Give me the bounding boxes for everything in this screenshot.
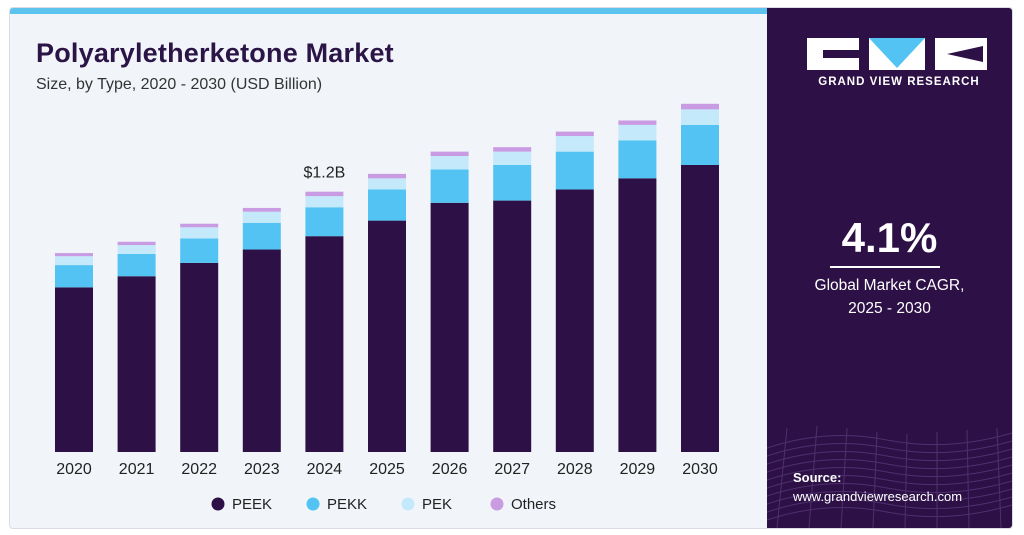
chart-panel: Polyaryletherketone Market Size, by Type… [10, 14, 767, 528]
cagr-divider [830, 266, 940, 268]
legend-marker-pek [401, 497, 415, 511]
cagr-value: 4.1% [841, 214, 938, 261]
bar-others-2025 [368, 173, 406, 179]
x-tick-label-2029: 2029 [620, 461, 656, 478]
source-link[interactable]: www.grandviewresearch.com [793, 489, 963, 504]
x-tick-label-2028: 2028 [557, 461, 593, 478]
x-tick-label-2022: 2022 [181, 461, 217, 478]
bar-pek-2021 [117, 245, 156, 254]
legend-label-peek: PEEK [232, 496, 272, 513]
bar-peek-2029 [618, 178, 657, 452]
bar-pekk-2030 [681, 124, 719, 165]
accent-bar [10, 8, 767, 14]
bar-pek-2028 [555, 136, 594, 152]
cagr-label-line2: 2025 - 2030 [848, 300, 931, 317]
cagr-label: Global Market CAGR, 2025 - 2030 [767, 274, 1012, 320]
bar-others-2030 [681, 103, 719, 110]
x-tick-label-2020: 2020 [56, 461, 92, 478]
bar-others-2023 [242, 207, 281, 212]
legend-label-pekk: PEKK [327, 496, 367, 513]
bar-peek-2030 [681, 164, 719, 452]
bar-peek-2020 [55, 287, 93, 452]
bar-peek-2022 [180, 262, 219, 452]
chart-plot: 2020 2021 2022 2023 2024 $1.2B 2025 2026 2027 202… [55, 103, 719, 513]
bar-pekk-2023 [242, 222, 281, 250]
legend-marker-others [490, 497, 504, 511]
chart-card: Polyaryletherketone Market Size, by Type… [9, 7, 1013, 529]
source-title: Source: [793, 470, 842, 485]
bar-pek-2027 [493, 151, 532, 165]
cagr-label-line1: Global Market CAGR, [814, 277, 965, 294]
x-tick-label-2024: 2024 [307, 461, 343, 478]
legend-marker-pekk [306, 497, 320, 511]
bar-peek-2028 [555, 189, 594, 452]
legend-marker-peek [211, 497, 225, 511]
bar-pekk-2026 [430, 169, 469, 203]
brand-logo [807, 38, 987, 70]
bar-others-2022 [180, 223, 219, 228]
bar-others-2020 [55, 253, 93, 257]
x-tick-label-2030: 2030 [682, 461, 718, 478]
decorative-wave [767, 425, 1012, 528]
data-label-2024: $1.2B [303, 165, 345, 182]
bar-peek-2025 [368, 220, 406, 452]
legend-label-pek: PEK [422, 496, 452, 513]
bar-pek-2023 [242, 211, 281, 223]
logo-g-icon [807, 38, 859, 70]
bar-pek-2029 [618, 124, 657, 141]
bar-pekk-2029 [618, 140, 657, 179]
legend-label-others: Others [511, 496, 556, 513]
bar-peek-2024 [305, 236, 344, 452]
source-block: Source: www.grandviewresearch.com [793, 468, 962, 506]
bar-pek-2030 [681, 109, 719, 125]
bar-others-2028 [555, 131, 594, 137]
bar-pek-2025 [368, 178, 406, 190]
chart-title: Polyaryletherketone Market [36, 38, 394, 68]
bar-others-2024 [305, 191, 344, 197]
bar-pekk-2028 [555, 151, 594, 190]
bar-pek-2024 [305, 196, 344, 208]
bar-pek-2026 [430, 156, 469, 170]
x-tick-label-2026: 2026 [432, 461, 468, 478]
bar-others-2027 [493, 147, 532, 152]
bar-peek-2021 [117, 276, 156, 452]
bar-peek-2023 [242, 249, 281, 452]
bar-others-2029 [618, 120, 657, 125]
bar-peek-2026 [430, 202, 469, 452]
logo-v-icon [869, 38, 925, 70]
sidebar: GRAND VIEW RESEARCH 4.1% Global Market C… [767, 8, 1012, 528]
chart-subtitle: Size, by Type, 2020 - 2030 (USD Billion) [36, 76, 323, 93]
bar-pekk-2024 [305, 207, 344, 237]
bar-peek-2027 [493, 200, 532, 452]
x-tick-label-2025: 2025 [369, 461, 405, 478]
x-tick-label-2023: 2023 [244, 461, 280, 478]
x-tick-label-2021: 2021 [119, 461, 155, 478]
bar-pekk-2025 [368, 189, 406, 221]
bar-pekk-2027 [493, 164, 532, 201]
brand-name: GRAND VIEW RESEARCH [818, 76, 980, 88]
bar-pekk-2020 [55, 265, 93, 288]
bar-pek-2020 [55, 256, 93, 266]
bar-pek-2022 [180, 227, 219, 239]
bar-pekk-2021 [117, 253, 156, 277]
bar-others-2026 [430, 151, 469, 157]
logo-r-icon [935, 38, 987, 70]
bar-pekk-2022 [180, 238, 219, 263]
x-tick-label-2027: 2027 [494, 461, 530, 478]
bar-others-2021 [117, 241, 156, 246]
